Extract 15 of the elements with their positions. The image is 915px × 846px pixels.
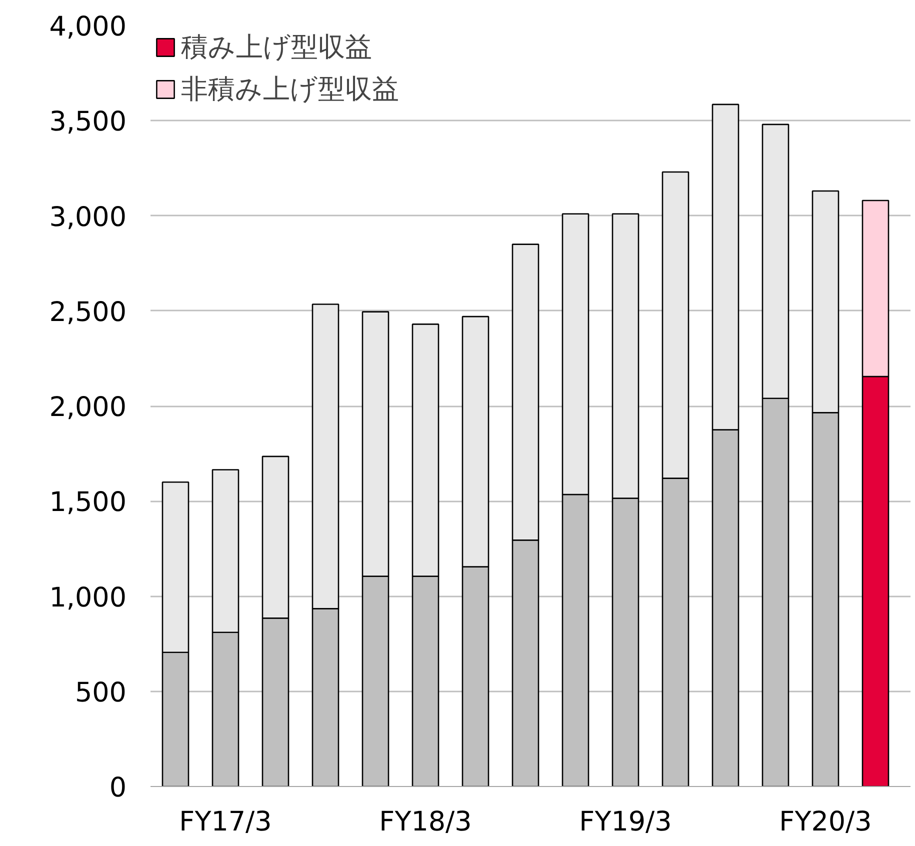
legend-label: 積み上げ型収益: [181, 31, 372, 65]
y-tick-label: 0: [109, 772, 127, 804]
y-tick-label: 3,500: [49, 106, 126, 138]
y-tick-label: 4,000: [49, 12, 126, 42]
x-tick-label: FY17/3: [179, 806, 272, 838]
legend-label: 非積み上げ型収益: [181, 73, 399, 107]
y-tick-label: 500: [74, 677, 127, 708]
y-tick-label: 1,000: [49, 582, 126, 614]
x-tick-label: FY18/3: [379, 806, 472, 838]
y-tick-label: 2,000: [49, 392, 126, 423]
y-tick-label: 3,000: [49, 202, 126, 233]
y-tick-label: 1,500: [49, 487, 126, 518]
y-tick-label: 2,500: [49, 296, 126, 328]
x-tick-label: FY19/3: [579, 806, 672, 838]
x-tick-label: FY20/3: [779, 806, 872, 838]
